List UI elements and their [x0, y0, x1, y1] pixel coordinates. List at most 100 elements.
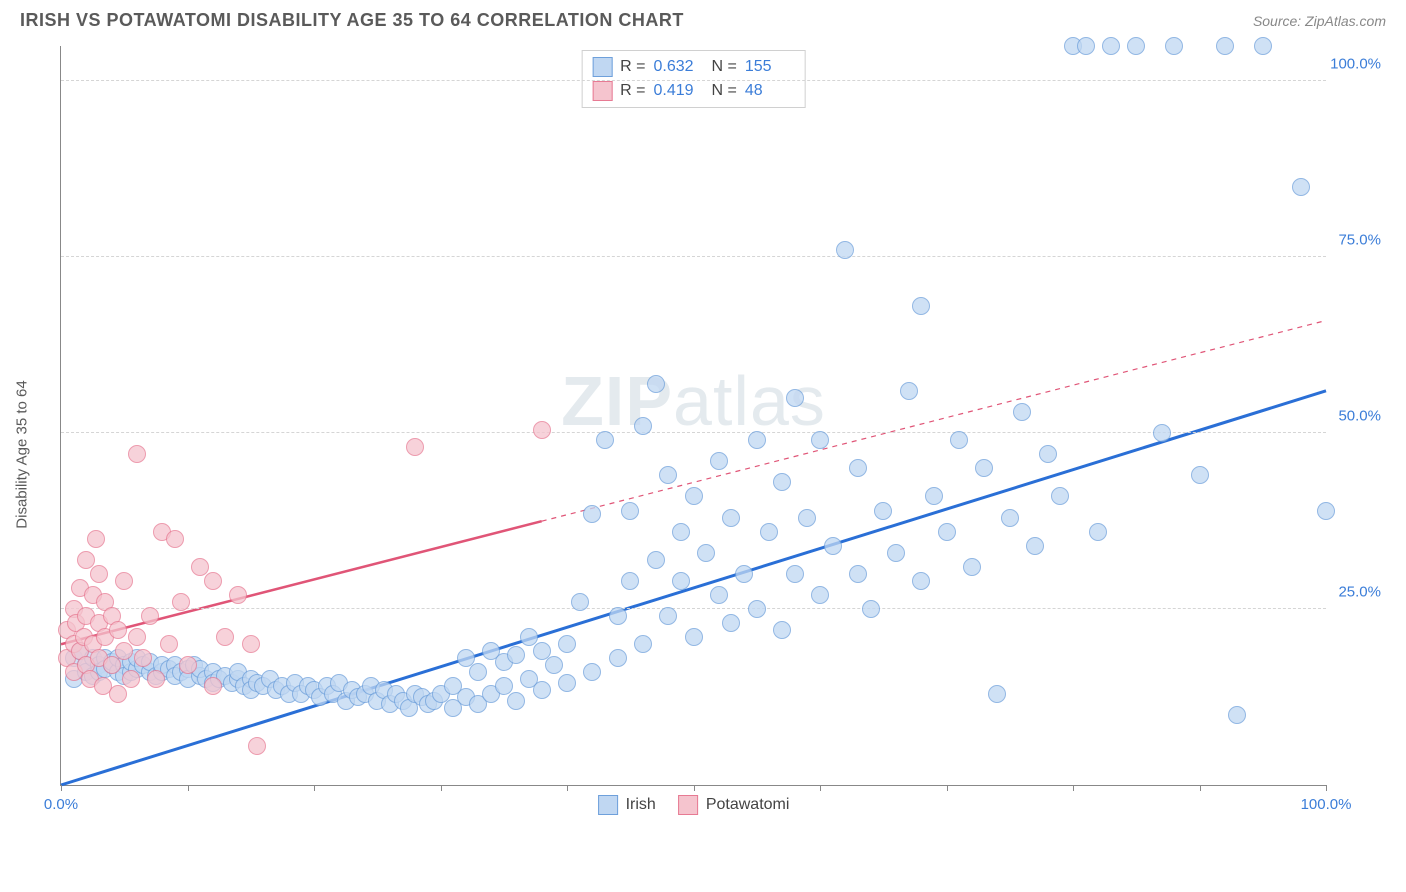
data-point-irish — [722, 509, 740, 527]
data-point-irish — [596, 431, 614, 449]
x-tick — [947, 785, 948, 791]
gridline — [61, 80, 1326, 81]
data-point-irish — [647, 551, 665, 569]
x-tick-label: 0.0% — [44, 796, 78, 813]
data-point-irish — [634, 417, 652, 435]
data-point-irish — [900, 382, 918, 400]
x-tick — [1326, 785, 1327, 791]
data-point-irish — [672, 572, 690, 590]
data-point-irish — [1216, 37, 1234, 55]
n-value-potawatomi: 48 — [745, 79, 795, 103]
series-legend: Irish Potawatomi — [598, 795, 790, 815]
x-tick-label: 100.0% — [1301, 796, 1352, 813]
source-attribution: Source: ZipAtlas.com — [1253, 13, 1386, 29]
data-point-potawatomi — [103, 656, 121, 674]
data-point-irish — [710, 452, 728, 470]
data-point-irish — [1001, 509, 1019, 527]
data-point-irish — [1228, 706, 1246, 724]
trendline-potawatomi — [61, 521, 542, 644]
gridline — [61, 432, 1326, 433]
data-point-irish — [558, 635, 576, 653]
data-point-potawatomi — [134, 649, 152, 667]
y-tick-label: 75.0% — [1338, 232, 1381, 249]
data-point-irish — [571, 593, 589, 611]
data-point-potawatomi — [128, 628, 146, 646]
data-point-potawatomi — [141, 607, 159, 625]
data-point-irish — [507, 692, 525, 710]
gridline — [61, 608, 1326, 609]
data-point-irish — [1013, 403, 1031, 421]
data-point-irish — [621, 502, 639, 520]
data-point-irish — [507, 646, 525, 664]
data-point-irish — [786, 565, 804, 583]
data-point-irish — [685, 487, 703, 505]
data-point-irish — [1317, 502, 1335, 520]
swatch-irish-icon — [598, 795, 618, 815]
data-point-potawatomi — [216, 628, 234, 646]
data-point-irish — [773, 621, 791, 639]
data-point-irish — [469, 663, 487, 681]
data-point-potawatomi — [90, 565, 108, 583]
data-point-potawatomi — [179, 656, 197, 674]
legend-item-potawatomi: Potawatomi — [678, 795, 790, 815]
data-point-irish — [811, 431, 829, 449]
data-point-irish — [862, 600, 880, 618]
x-tick — [61, 785, 62, 791]
data-point-potawatomi — [172, 593, 190, 611]
data-point-irish — [685, 628, 703, 646]
data-point-irish — [697, 544, 715, 562]
data-point-irish — [672, 523, 690, 541]
data-point-potawatomi — [87, 530, 105, 548]
data-point-potawatomi — [109, 685, 127, 703]
data-point-potawatomi — [109, 621, 127, 639]
data-point-irish — [659, 466, 677, 484]
data-point-irish — [545, 656, 563, 674]
legend-item-irish: Irish — [598, 795, 656, 815]
data-point-potawatomi — [533, 421, 551, 439]
data-point-irish — [874, 502, 892, 520]
data-point-irish — [659, 607, 677, 625]
data-point-irish — [988, 685, 1006, 703]
data-point-irish — [912, 572, 930, 590]
swatch-potawatomi — [592, 81, 612, 101]
data-point-potawatomi — [128, 445, 146, 463]
data-point-potawatomi — [229, 586, 247, 604]
data-point-irish — [1102, 37, 1120, 55]
data-point-irish — [748, 600, 766, 618]
x-tick — [188, 785, 189, 791]
data-point-irish — [748, 431, 766, 449]
data-point-irish — [558, 674, 576, 692]
data-point-irish — [938, 523, 956, 541]
y-axis-label: Disability Age 35 to 64 — [14, 380, 31, 528]
chart-title: IRISH VS POTAWATOMI DISABILITY AGE 35 TO… — [20, 10, 684, 31]
y-tick-label: 50.0% — [1338, 408, 1381, 425]
x-tick — [314, 785, 315, 791]
y-tick-label: 25.0% — [1338, 584, 1381, 601]
data-point-irish — [849, 459, 867, 477]
data-point-irish — [1153, 424, 1171, 442]
data-point-potawatomi — [160, 635, 178, 653]
x-tick — [820, 785, 821, 791]
data-point-irish — [849, 565, 867, 583]
data-point-potawatomi — [115, 642, 133, 660]
data-point-irish — [1191, 466, 1209, 484]
data-point-irish — [533, 681, 551, 699]
data-point-irish — [1165, 37, 1183, 55]
data-point-irish — [836, 241, 854, 259]
data-point-irish — [798, 509, 816, 527]
x-tick — [567, 785, 568, 791]
data-point-irish — [634, 635, 652, 653]
y-tick-label: 100.0% — [1330, 56, 1381, 73]
data-point-potawatomi — [204, 677, 222, 695]
x-tick — [441, 785, 442, 791]
gridline — [61, 256, 1326, 257]
data-point-irish — [621, 572, 639, 590]
data-point-irish — [975, 459, 993, 477]
x-tick — [694, 785, 695, 791]
plot-area: ZIPatlas R = 0.632 N = 155 R = 0.419 N =… — [60, 46, 1326, 786]
data-point-potawatomi — [406, 438, 424, 456]
data-point-irish — [1089, 523, 1107, 541]
data-point-potawatomi — [122, 670, 140, 688]
r-value-potawatomi: 0.419 — [654, 79, 704, 103]
data-point-potawatomi — [204, 572, 222, 590]
